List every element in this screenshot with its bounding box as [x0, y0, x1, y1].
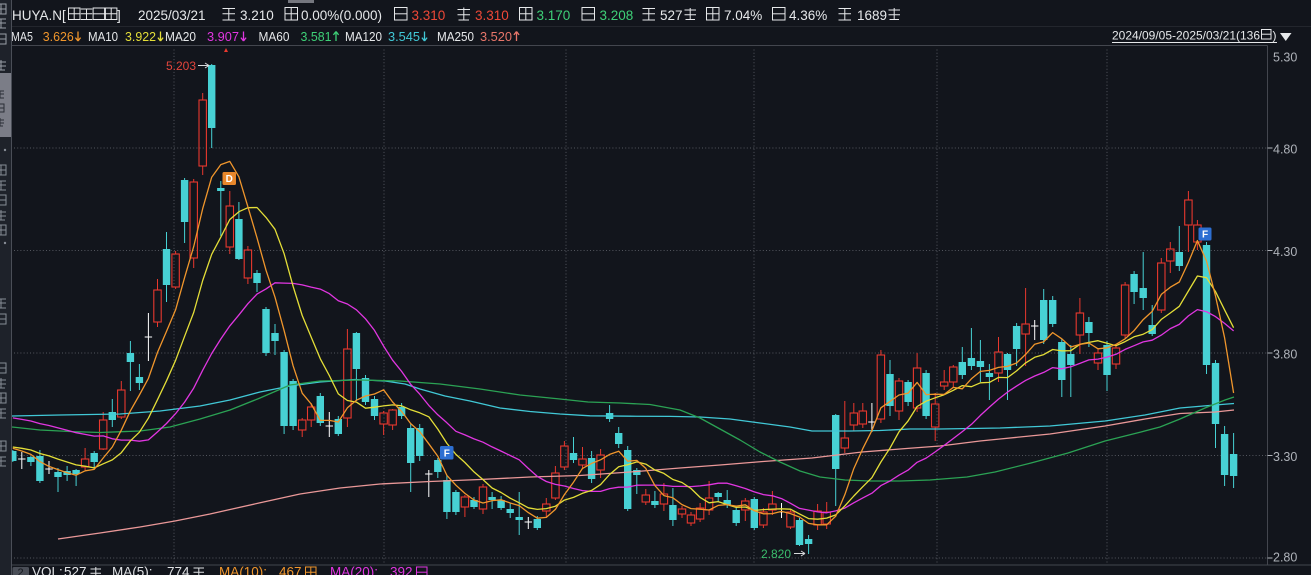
svg-text:3.170: 3.170: [537, 8, 571, 23]
svg-text:3.208: 3.208: [600, 8, 634, 23]
svg-text:2.80: 2.80: [1273, 551, 1297, 565]
svg-text:MA5: MA5: [11, 29, 33, 44]
svg-text:5.30: 5.30: [1273, 51, 1297, 65]
svg-text:F: F: [1202, 230, 1208, 241]
svg-text:2024/09/05-2025/03/21(136: 2024/09/05-2025/03/21(136: [1112, 29, 1260, 43]
svg-text:VOL:: VOL:: [32, 565, 63, 575]
svg-text:527: 527: [64, 565, 87, 575]
svg-text:7.04%: 7.04%: [724, 8, 762, 23]
svg-text:MA(20):: MA(20):: [330, 565, 378, 575]
svg-text:]: ]: [117, 8, 121, 23]
svg-text:4.80: 4.80: [1273, 143, 1297, 157]
svg-text:3.545: 3.545: [388, 29, 420, 44]
svg-text:MA60: MA60: [259, 29, 290, 44]
svg-text:1689: 1689: [857, 8, 887, 23]
svg-text:3.520: 3.520: [480, 29, 512, 44]
svg-text:MA(5):: MA(5):: [112, 565, 153, 575]
svg-text:): ): [1273, 29, 1277, 43]
svg-text:MA(10):: MA(10):: [219, 565, 267, 575]
svg-text:392: 392: [390, 565, 413, 575]
svg-text:3.80: 3.80: [1273, 348, 1297, 362]
svg-text:4.30: 4.30: [1273, 245, 1297, 259]
svg-text:2: 2: [17, 567, 23, 575]
svg-text:2.820: 2.820: [761, 547, 791, 561]
svg-text:3.30: 3.30: [1273, 450, 1297, 464]
svg-text:2025/03/21: 2025/03/21: [138, 8, 206, 23]
svg-text:4.36%: 4.36%: [789, 8, 827, 23]
svg-text:3.310: 3.310: [475, 8, 509, 23]
svg-text:5.203: 5.203: [166, 59, 196, 73]
svg-text:MA10: MA10: [88, 29, 118, 44]
svg-text:F: F: [444, 449, 450, 460]
svg-text:0.00%(0.000): 0.00%(0.000): [301, 8, 382, 23]
svg-text:3.581: 3.581: [301, 29, 332, 44]
svg-text:3.210: 3.210: [240, 8, 274, 23]
svg-text:MA120: MA120: [345, 29, 382, 44]
svg-text:3.626: 3.626: [43, 29, 74, 44]
svg-text:3.907: 3.907: [207, 29, 239, 44]
svg-text:3.922: 3.922: [125, 29, 156, 44]
svg-text:527: 527: [660, 8, 683, 23]
svg-text:MA20: MA20: [165, 29, 196, 44]
svg-text:MA250: MA250: [437, 29, 474, 44]
svg-text:HUYA.N[: HUYA.N[: [12, 8, 66, 23]
svg-text:3.310: 3.310: [412, 8, 446, 23]
svg-text:D: D: [226, 174, 233, 185]
svg-text:774: 774: [167, 565, 190, 575]
svg-text:467: 467: [279, 565, 302, 575]
